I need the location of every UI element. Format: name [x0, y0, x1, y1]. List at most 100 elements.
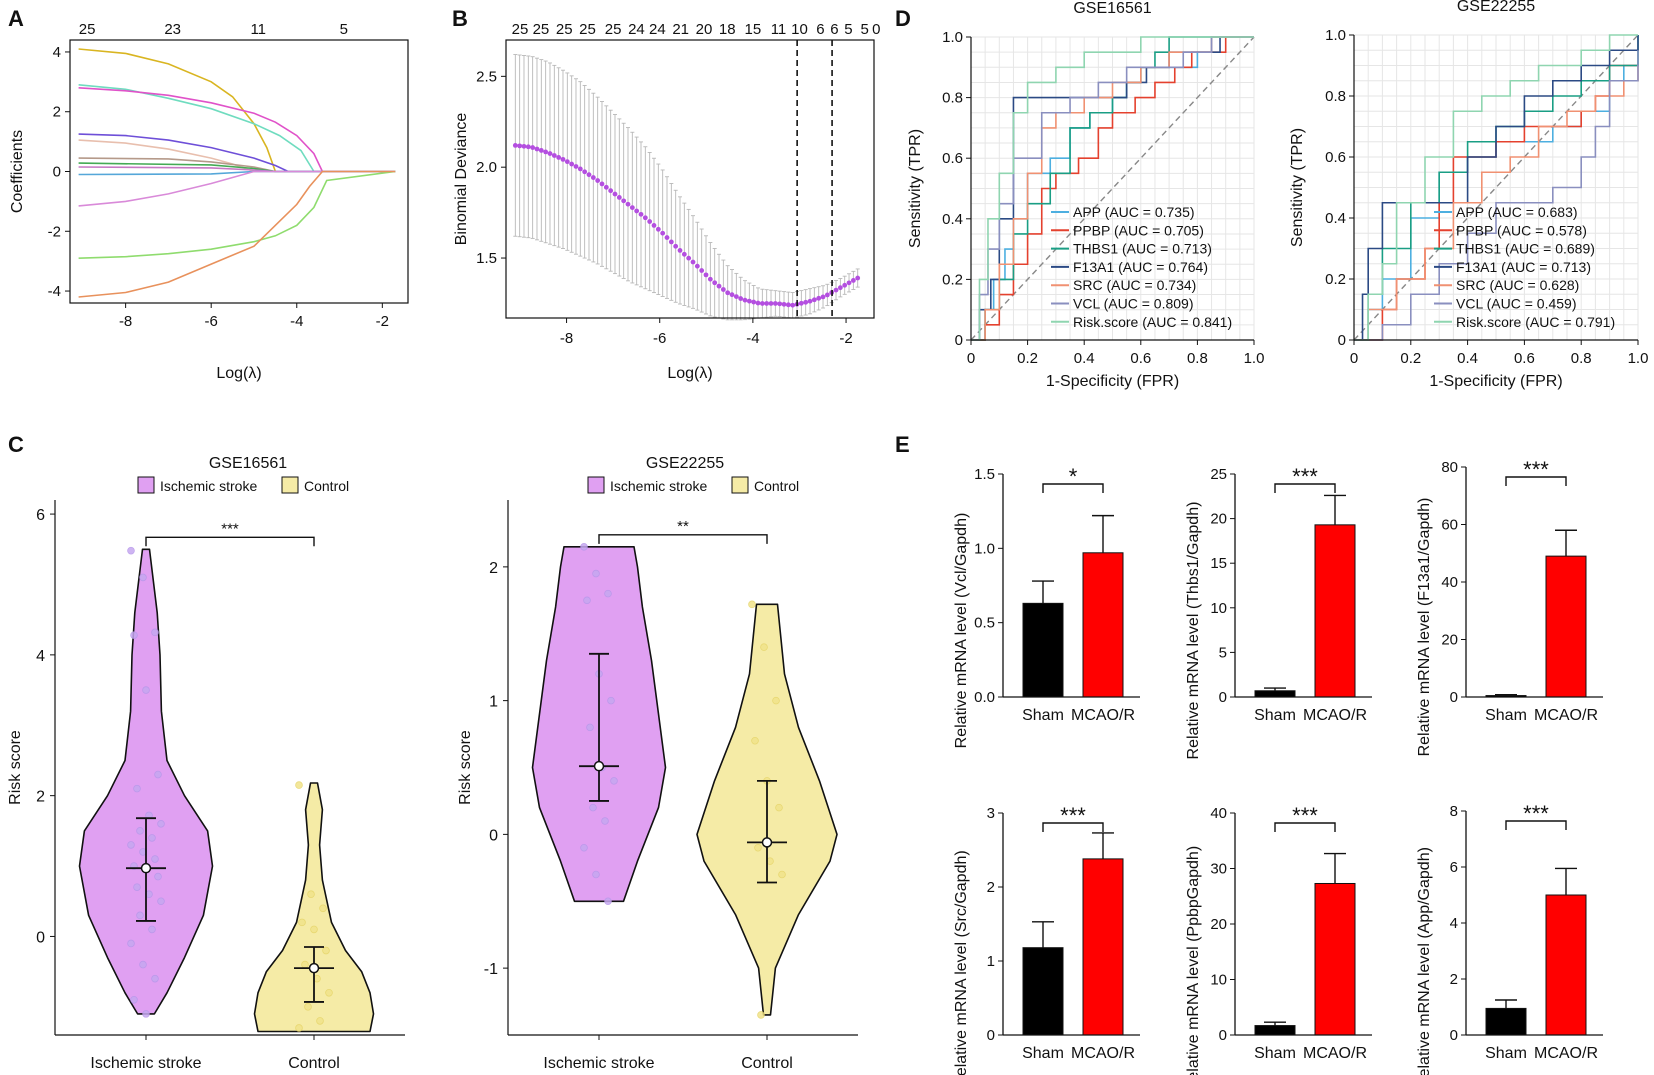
data-point: [157, 820, 165, 828]
deviance-point: [586, 172, 592, 178]
data-point: [130, 631, 138, 639]
data-point: [604, 897, 612, 906]
deviance-point: [668, 239, 674, 245]
legend-label-control: Control: [304, 478, 349, 494]
deviance-point: [660, 230, 666, 236]
y-tick-label: 4: [1450, 915, 1458, 932]
coef-path-10: [78, 170, 396, 207]
roc-chart-gse16561: 00 0.2 0.2 0.4 0.4 0.6 0.6 0.8 0.8 1.0 1.0 GSE16561…: [907, 0, 1264, 390]
x-axis-label: Log(λ): [667, 365, 712, 382]
deviance-point: [608, 188, 614, 194]
panel-letter-d: D: [895, 6, 911, 31]
data-point: [127, 841, 135, 849]
data-point: [319, 904, 327, 913]
x-category-label: Sham: [1254, 1045, 1296, 1062]
x-category-label: MCAO/R: [1534, 707, 1598, 724]
deviance-point: [746, 298, 752, 304]
top-tick-label: 5: [861, 21, 869, 38]
deviance-point: [534, 146, 540, 152]
bar-chart-src: Sham MCAO/R *** 0 1 2 3 Relative mRNA level (Sr…: [953, 803, 1140, 1075]
top-tick-label: 24: [628, 21, 645, 38]
deviance-point: [846, 280, 852, 286]
y-tick-label: 15: [1210, 555, 1227, 572]
top-tick-label: 11: [771, 21, 787, 38]
y-axis-label: Relative mRNA level (F13a1/Gapdh): [1416, 498, 1433, 757]
deviance-point: [530, 145, 536, 150]
chart-title: GSE22255: [646, 455, 724, 472]
y-tick-label: 2: [53, 104, 61, 121]
y-tick-label: 2.5: [476, 68, 497, 85]
y-tick-label: 2: [987, 879, 995, 896]
y-axis-label: Relative mRNA level (Src/Gapdh): [953, 850, 970, 1075]
deviance-point: [772, 301, 778, 306]
x-tick-label: -4: [746, 330, 759, 347]
legend-label: THBS1 (AUC = 0.713): [1073, 241, 1212, 257]
data-point: [592, 569, 600, 578]
deviance-point: [590, 175, 596, 180]
coef-path-3: [78, 87, 396, 173]
roc-chart-gse22255: 00 0.2 0.2 0.4 0.4 0.6 0.6 0.8 0.8 1.0 1.0 GSE22255…: [1289, 0, 1648, 390]
significance-bracket: [1042, 822, 1104, 832]
roc-curve-7: [971, 36, 1254, 341]
mean-marker: [140, 862, 152, 874]
x-tick-label: 1.0: [1628, 350, 1649, 367]
deviance-point: [525, 144, 531, 150]
bar-mcaor: [1314, 882, 1356, 1036]
deviance-point: [560, 156, 566, 162]
bar-mcaor: [1545, 894, 1587, 1036]
y-tick-label: -2: [48, 223, 61, 240]
violin-control: [253, 782, 375, 1033]
y-tick-label: 20: [1210, 511, 1227, 528]
deviance-point: [855, 275, 861, 281]
data-point: [604, 589, 612, 598]
deviance-point: [642, 215, 648, 221]
data-point: [610, 777, 618, 785]
y-axis-label: Relative mRNA level (Vcl/Gapdh): [953, 513, 970, 749]
y-axis-label: Risk score: [457, 730, 474, 805]
deviance-point: [785, 302, 791, 308]
deviance-point: [733, 294, 739, 300]
x-category-label: MCAO/R: [1303, 1045, 1367, 1062]
deviance-point: [850, 278, 856, 283]
bar-sham: [1254, 1025, 1296, 1036]
plot-frame: [505, 39, 875, 319]
y-tick-label: 0.8: [1325, 88, 1346, 105]
top-tick-label: 25: [605, 21, 622, 38]
deviance-point: [603, 184, 609, 190]
y-tick-label: 1.5: [974, 466, 995, 483]
deviance-point: [751, 299, 757, 305]
data-point: [151, 974, 159, 983]
coef-path-11: [78, 170, 396, 259]
data-point: [751, 736, 759, 745]
data-point: [601, 817, 609, 825]
deviance-point: [629, 205, 635, 211]
deviance-point: [686, 255, 692, 261]
y-tick-label: 30: [1210, 861, 1227, 878]
mean-marker: [593, 760, 605, 772]
y-tick-label: 1: [987, 953, 995, 970]
x-axis-label: 1-Specificity (FPR): [1429, 373, 1562, 390]
roc-curve-3: [971, 36, 1254, 341]
legend-label: F13A1 (AUC = 0.764): [1073, 259, 1208, 275]
bar-sham: [1254, 690, 1296, 698]
data-point: [154, 872, 162, 881]
bar-mcaor: [1314, 524, 1356, 698]
y-tick-label: 10: [1210, 972, 1227, 989]
deviance-point: [612, 191, 618, 197]
top-tick-label: 15: [745, 21, 762, 38]
y-axis-label: Coefficients: [9, 130, 26, 213]
deviance-point: [842, 282, 848, 288]
y-tick-label: 1: [489, 694, 498, 711]
x-tick-label: 0: [1350, 350, 1358, 367]
chart-title: GSE22255: [1457, 0, 1535, 15]
panel-letter-b: B: [452, 6, 468, 31]
legend-swatch-stroke: [137, 476, 155, 494]
deviance-point: [759, 301, 765, 306]
bar-mcaor: [1082, 552, 1124, 698]
deviance-point: [569, 161, 575, 167]
deviance-point: [781, 301, 787, 307]
deviance-point: [729, 292, 735, 298]
y-tick-label: -4: [48, 283, 61, 300]
deviance-point: [699, 268, 705, 273]
data-point: [133, 784, 141, 793]
